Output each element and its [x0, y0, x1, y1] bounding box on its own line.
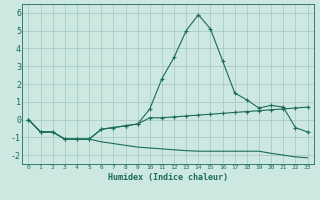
X-axis label: Humidex (Indice chaleur): Humidex (Indice chaleur) — [108, 173, 228, 182]
